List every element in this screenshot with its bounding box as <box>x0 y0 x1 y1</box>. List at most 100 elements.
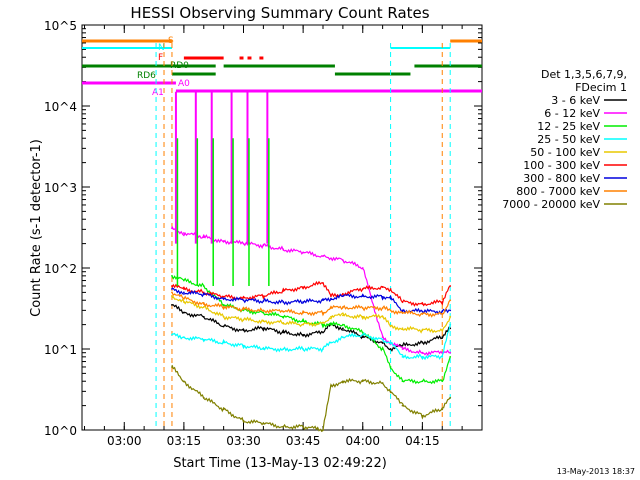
series-5-point-9 <box>330 295 332 297</box>
series-0-point-4 <box>242 329 245 332</box>
series-4-point-9 <box>330 315 332 318</box>
series-4-point-11 <box>361 315 364 318</box>
legend-label-6: 300 - 800 keV <box>523 172 600 185</box>
series-4-point-16 <box>441 329 444 332</box>
series-8-point-10 <box>341 380 344 383</box>
series-1-point-1 <box>182 232 185 234</box>
series-5-point-14 <box>401 301 404 303</box>
series-8-point-7 <box>302 425 305 428</box>
series-line-6 <box>171 287 451 316</box>
series-1-point-16 <box>449 351 452 354</box>
series-6-point-8 <box>322 299 324 302</box>
series-5-point-0 <box>171 285 173 287</box>
flag-label-s: S <box>168 36 174 46</box>
series-0-point-3 <box>222 325 225 328</box>
x-tick-label-0: 03:00 <box>107 434 142 448</box>
series-8-point-0 <box>171 366 173 368</box>
series-8-point-17 <box>449 396 452 399</box>
series-line-4 <box>171 295 451 334</box>
series-line-3 <box>171 324 451 361</box>
legend-label-2: 12 - 25 keV <box>537 120 600 133</box>
plot-frame <box>81 24 483 431</box>
series-2-point-11 <box>361 331 364 334</box>
series-2-point-15 <box>421 380 424 383</box>
series-0-point-8 <box>322 331 324 334</box>
series-2-point-3 <box>222 304 225 306</box>
series-3-point-13 <box>389 341 392 344</box>
series-2-point-7 <box>302 320 305 323</box>
series-3-point-14 <box>401 355 404 358</box>
series-1-point-3 <box>222 240 225 242</box>
series-8-point-8 <box>322 429 324 431</box>
series-8-point-1 <box>182 380 185 383</box>
flag-label-a1: A1 <box>152 88 164 98</box>
series-4-point-6 <box>282 322 285 324</box>
y-tick-label-4: 10^4 <box>44 100 77 114</box>
x-axis-label: Start Time (13-May-13 02:49:22) <box>173 456 387 471</box>
series-6-point-17 <box>449 309 452 312</box>
series-4-point-0 <box>171 295 173 297</box>
series-7-point-12 <box>381 307 384 309</box>
series-6-point-16 <box>441 310 444 313</box>
series-6-point-14 <box>401 309 404 312</box>
series-2-point-13 <box>389 366 392 368</box>
legend-header-line1: Det 1,3,5,6,7,9, <box>541 68 627 81</box>
series-7-point-14 <box>401 311 404 314</box>
series-5-point-1 <box>182 288 185 290</box>
series-4-point-13 <box>389 325 392 328</box>
series-2-point-2 <box>202 285 205 287</box>
series-3-point-9 <box>330 341 332 344</box>
series-3-point-11 <box>361 333 364 336</box>
series-4-point-14 <box>401 327 404 330</box>
series-2-point-16 <box>441 380 444 383</box>
series-5-point-4 <box>242 296 245 299</box>
series-6-point-13 <box>389 297 392 300</box>
series-0-point-12 <box>381 341 384 344</box>
series-line-8 <box>171 364 451 433</box>
y-tick-label-0: 10^0 <box>44 424 77 438</box>
series-5-point-5 <box>262 295 265 297</box>
series-6-point-15 <box>421 310 424 313</box>
legend-label-3: 25 - 50 keV <box>537 133 600 146</box>
series-7-point-1 <box>182 297 185 300</box>
series-7-point-5 <box>262 309 265 312</box>
series-3-point-15 <box>421 355 424 358</box>
series-2-point-14 <box>401 380 404 383</box>
series-0-point-2 <box>202 315 205 318</box>
y-tick-label-3: 10^3 <box>44 181 77 195</box>
series-0-point-5 <box>262 327 265 330</box>
series-5-point-13 <box>389 288 392 290</box>
flag-label-f: F <box>158 53 163 63</box>
series-4-point-12 <box>381 315 384 318</box>
series-5-point-17 <box>449 285 452 287</box>
series-3-point-4 <box>242 344 245 347</box>
series-4-point-1 <box>182 301 185 303</box>
series-3-point-8 <box>322 348 324 350</box>
series-8-point-16 <box>441 408 444 411</box>
series-3-point-3 <box>222 341 225 344</box>
flag-label-rd6: RD6 <box>137 71 156 81</box>
series-0-point-15 <box>421 341 424 344</box>
series-7-point-6 <box>282 310 285 313</box>
series-6-point-0 <box>171 288 173 290</box>
series-5-point-12 <box>381 286 384 289</box>
series-5-point-15 <box>421 303 424 305</box>
series-3-point-17 <box>449 323 452 326</box>
series-1-point-9 <box>341 259 344 262</box>
series-3-point-7 <box>302 348 305 350</box>
series-0-point-0 <box>171 304 173 306</box>
series-1-point-8 <box>322 255 324 258</box>
series-3-point-0 <box>171 333 173 336</box>
series-3-point-6 <box>282 348 285 350</box>
series-6-point-6 <box>282 301 285 303</box>
y-tick-label-5: 10^5 <box>44 19 77 33</box>
series-8-point-3 <box>222 408 225 411</box>
series-2-point-17 <box>449 355 452 358</box>
x-tick-label-2: 03:30 <box>226 434 261 448</box>
series-line-7 <box>171 292 451 318</box>
series-7-point-15 <box>421 313 424 315</box>
series-7-point-9 <box>330 307 332 309</box>
series-7-point-3 <box>222 306 225 308</box>
